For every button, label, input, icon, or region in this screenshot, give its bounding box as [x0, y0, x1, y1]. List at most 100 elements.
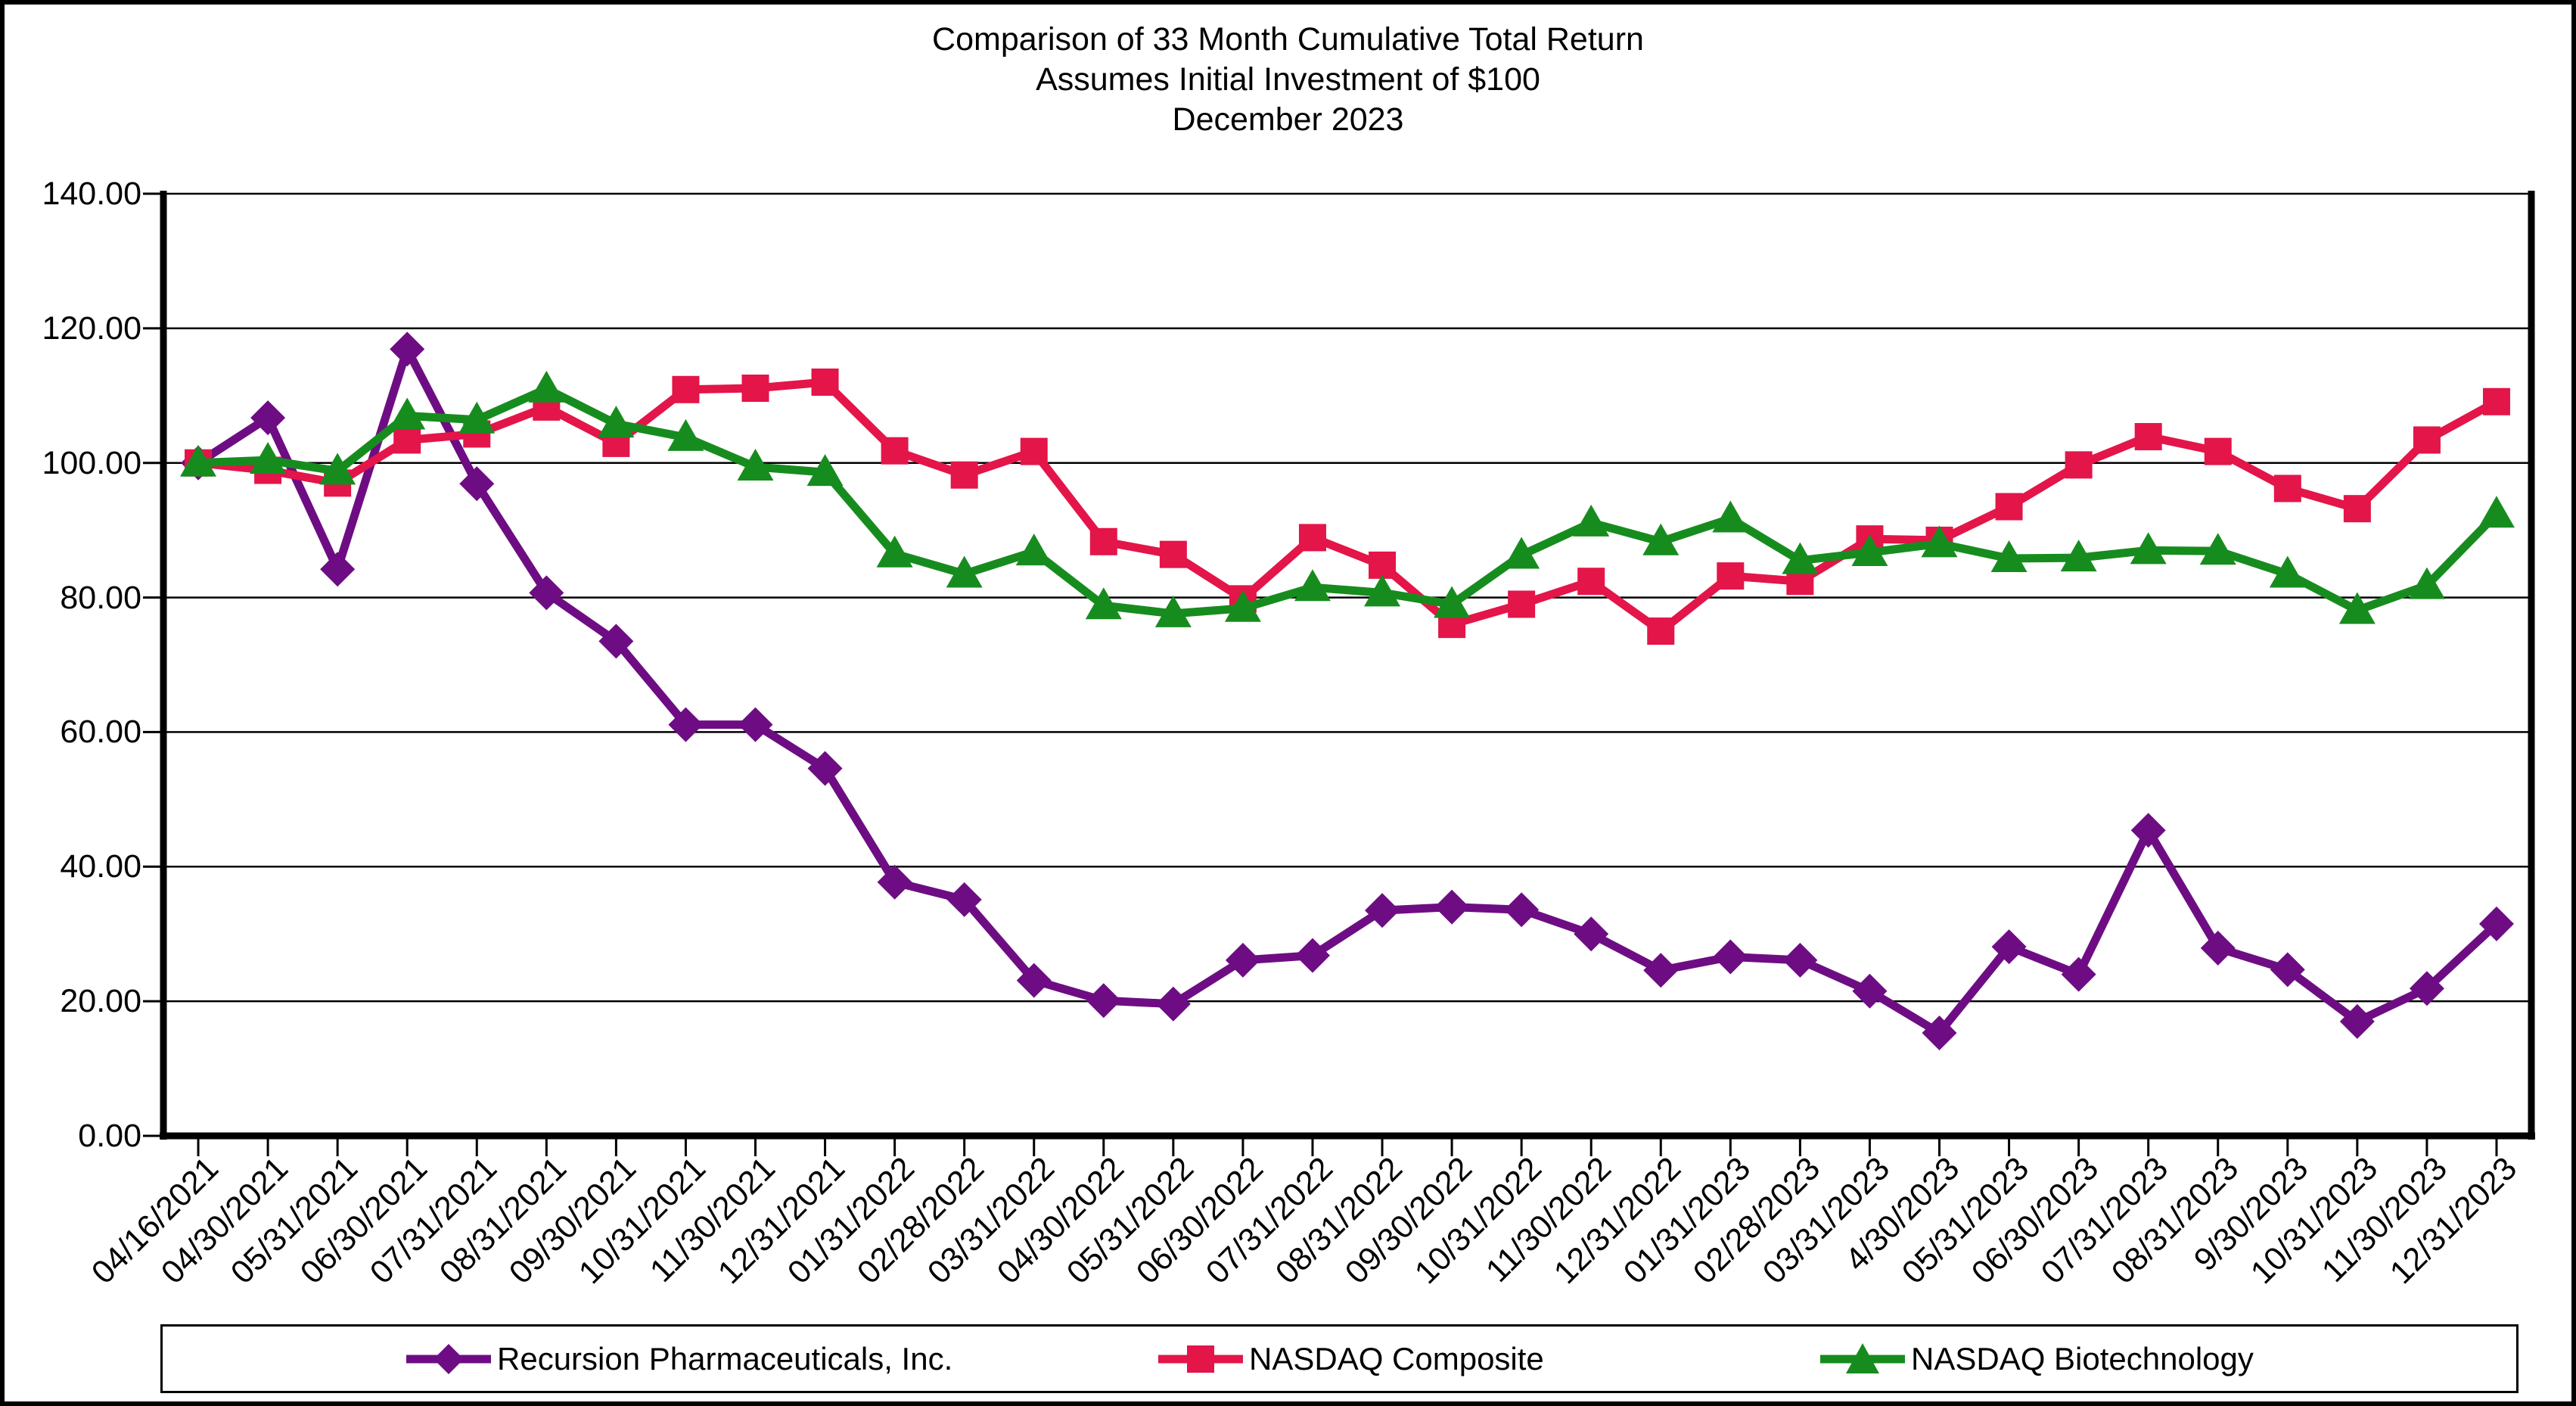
data-point-marker: [1224, 589, 1261, 622]
data-point-marker: [319, 453, 356, 485]
y-axis-tick-label: 80.00: [60, 579, 141, 616]
data-point-marker: [529, 575, 564, 611]
legend-entry-nasdaq-biotech: NASDAQ Biotechnology: [1819, 1327, 2254, 1391]
triangle-marker-icon: [1820, 1342, 1905, 1373]
data-point-marker: [2343, 495, 2371, 523]
data-point-marker: [1159, 540, 1187, 568]
data-point-marker: [668, 707, 704, 742]
data-point-marker: [1921, 525, 1958, 558]
data-point-marker: [1647, 617, 1675, 645]
data-point-marker: [737, 449, 774, 481]
data-point-marker: [459, 466, 495, 502]
data-point-marker: [1015, 533, 1052, 566]
data-point-marker: [2273, 474, 2301, 502]
data-point-marker: [2200, 930, 2236, 966]
data-point-marker: [2060, 540, 2097, 572]
data-point-marker: [2130, 532, 2167, 565]
series-line-1: [197, 378, 2499, 636]
data-point-marker: [1503, 537, 1540, 569]
y-axis-tick-label: 140.00: [42, 176, 141, 212]
data-point-marker: [458, 401, 496, 434]
series-line-0: [196, 344, 2500, 1037]
data-point-marker: [250, 442, 287, 474]
chart-period-label: December 2023: [1172, 101, 1404, 138]
data-point-marker: [1294, 569, 1331, 602]
data-point-marker: [1782, 942, 1818, 978]
data-point-marker: [1573, 504, 1610, 537]
chart-subtitle: Assumes Initial Investment of $100: [1036, 61, 1540, 98]
y-axis-tick-label: 0.00: [78, 1118, 141, 1154]
legend-label-nasdaq-biotech: NASDAQ Biotechnology: [1911, 1340, 2254, 1376]
data-point-marker: [881, 437, 909, 465]
data-point-marker: [598, 624, 634, 659]
data-point-marker: [1434, 586, 1471, 618]
data-point-marker: [2409, 971, 2444, 1006]
data-point-marker: [598, 406, 635, 438]
data-point-marker: [528, 370, 565, 403]
data-point-marker: [1990, 540, 2028, 572]
data-point-marker: [1995, 493, 2023, 521]
chart-title: Comparison of 33 Month Cumulative Total …: [932, 21, 1644, 58]
y-axis-tick-label: 60.00: [60, 714, 141, 751]
data-point-marker: [2338, 592, 2376, 624]
data-point-marker: [1294, 938, 1330, 973]
data-point-marker: [806, 454, 844, 487]
data-point-marker: [2199, 533, 2236, 565]
data-point-marker: [1016, 963, 1052, 998]
data-point-marker: [2413, 426, 2441, 454]
data-point-marker: [2482, 387, 2510, 415]
data-point-marker: [738, 707, 773, 742]
data-point-marker: [1712, 500, 1749, 533]
data-point-marker: [876, 535, 913, 568]
data-point-marker: [1713, 939, 1748, 975]
data-point-marker: [1225, 942, 1260, 978]
data-point-marker: [1852, 973, 1888, 1009]
data-point-marker: [807, 751, 843, 786]
data-point-marker: [1577, 568, 1605, 596]
data-point-marker: [1991, 929, 2027, 965]
data-point-marker: [1298, 524, 1326, 552]
data-point-marker: [1851, 533, 1888, 566]
data-point-marker: [1642, 523, 1680, 555]
data-point-marker: [1154, 595, 1192, 627]
data-point-marker: [390, 331, 425, 367]
chart-title-block: Comparison of 33 Month Cumulative Total …: [5, 20, 2571, 140]
data-point-marker: [2339, 1003, 2375, 1039]
data-point-marker: [2408, 567, 2445, 599]
data-point-marker: [1504, 892, 1540, 928]
data-point-marker: [741, 375, 769, 403]
data-point-marker: [2269, 555, 2306, 588]
data-point-marker: [672, 375, 700, 403]
data-point-marker: [250, 400, 286, 436]
y-axis-tick-label: 20.00: [60, 983, 141, 1020]
legend-entry-nasdaq-composite: NASDAQ Composite: [1157, 1327, 1544, 1391]
data-point-marker: [2478, 496, 2515, 528]
data-point-marker: [946, 882, 982, 917]
data-point-marker: [180, 444, 217, 477]
y-axis-tick-label: 100.00: [42, 444, 141, 481]
legend-label-recursion: Recursion Pharmaceuticals, Inc.: [497, 1340, 953, 1376]
legend-label-nasdaq-composite: NASDAQ Composite: [1249, 1340, 1544, 1376]
data-point-marker: [2130, 813, 2166, 848]
data-point-marker: [1574, 916, 1609, 952]
data-point-marker: [1155, 986, 1191, 1022]
data-point-marker: [2478, 906, 2514, 941]
data-point-marker: [1085, 587, 1122, 620]
data-point-marker: [393, 426, 421, 454]
data-point-marker: [1643, 953, 1679, 988]
series-line-2: [197, 384, 2500, 618]
data-point-marker: [877, 864, 912, 900]
data-point-marker: [1922, 1015, 1957, 1050]
data-point-marker: [1717, 562, 1745, 590]
data-point-marker: [1365, 893, 1400, 929]
data-point-marker: [667, 418, 704, 451]
data-point-marker: [1364, 574, 1401, 607]
total-return-line-chart: [143, 191, 2535, 1156]
data-point-marker: [811, 369, 839, 396]
y-axis-tick-label: 40.00: [60, 848, 141, 885]
data-point-marker: [1369, 551, 1397, 579]
data-point-marker: [1020, 437, 1048, 465]
chart-legend: Recursion Pharmaceuticals, Inc. NASDAQ C…: [160, 1324, 2519, 1393]
data-point-marker: [1086, 983, 1121, 1019]
